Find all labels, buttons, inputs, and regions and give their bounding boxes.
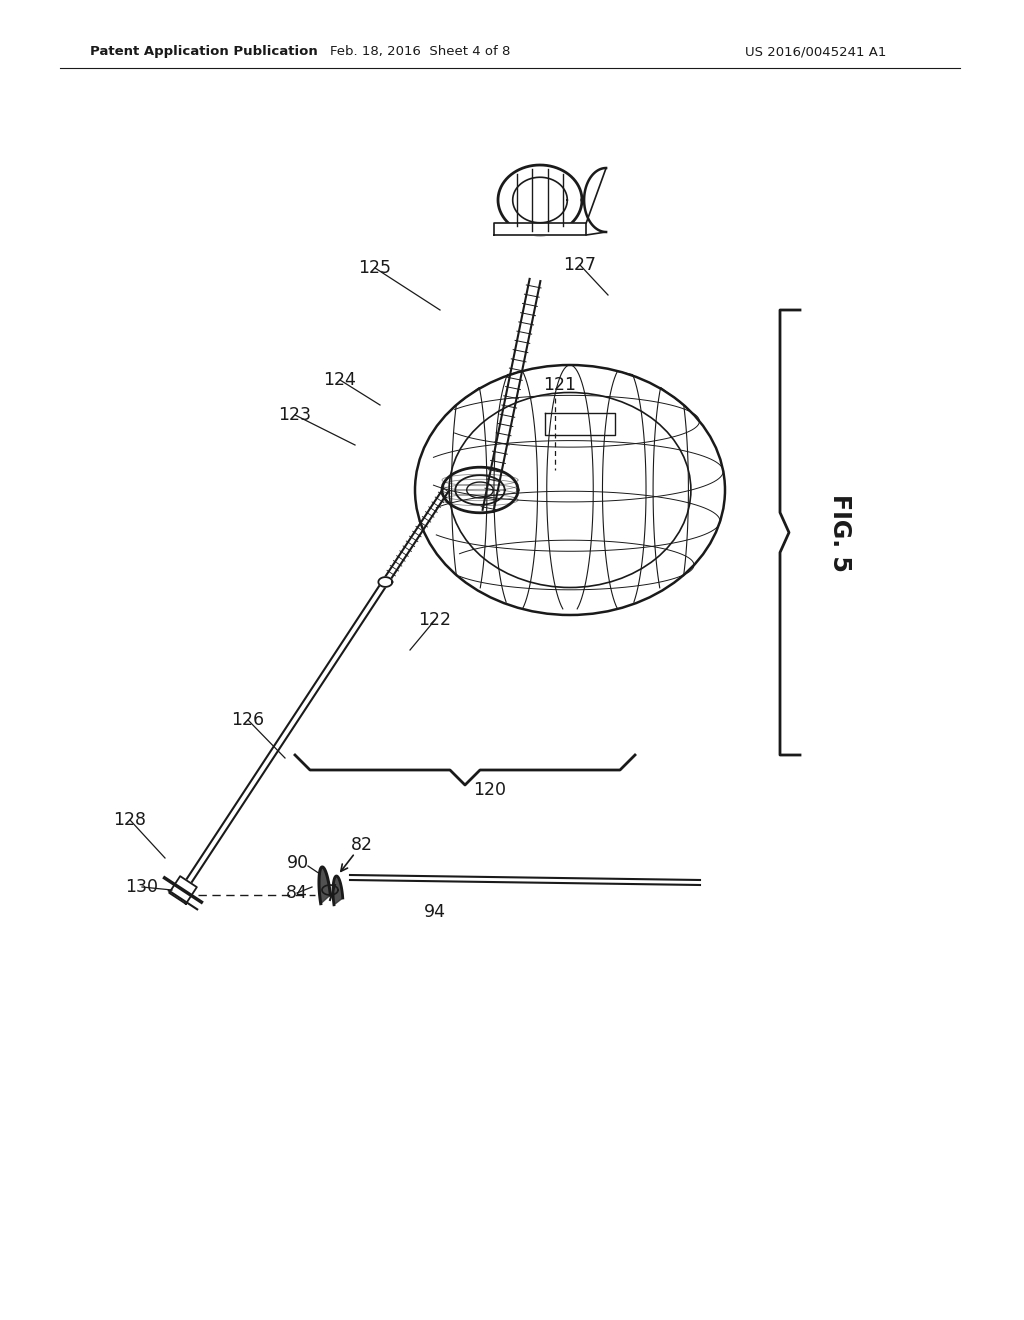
Polygon shape [333, 876, 343, 904]
Text: 121: 121 [544, 376, 577, 393]
Polygon shape [169, 876, 197, 904]
Text: FIG. 5: FIG. 5 [828, 494, 852, 572]
Text: 84: 84 [286, 884, 308, 902]
Text: 126: 126 [231, 711, 264, 729]
Polygon shape [494, 223, 586, 235]
Text: 120: 120 [473, 781, 507, 799]
Text: 130: 130 [126, 878, 159, 896]
Text: 122: 122 [419, 611, 452, 630]
Text: US 2016/0045241 A1: US 2016/0045241 A1 [745, 45, 887, 58]
Polygon shape [319, 867, 331, 904]
Polygon shape [378, 577, 392, 587]
Text: 90: 90 [287, 854, 309, 873]
Text: 82: 82 [351, 836, 373, 854]
Text: 123: 123 [279, 407, 311, 424]
Text: 124: 124 [324, 371, 356, 389]
Text: Feb. 18, 2016  Sheet 4 of 8: Feb. 18, 2016 Sheet 4 of 8 [330, 45, 510, 58]
Text: 94: 94 [424, 903, 446, 921]
Text: 128: 128 [114, 810, 146, 829]
Text: Patent Application Publication: Patent Application Publication [90, 45, 317, 58]
Polygon shape [498, 165, 582, 235]
Text: 127: 127 [563, 256, 597, 275]
Text: 125: 125 [358, 259, 391, 277]
